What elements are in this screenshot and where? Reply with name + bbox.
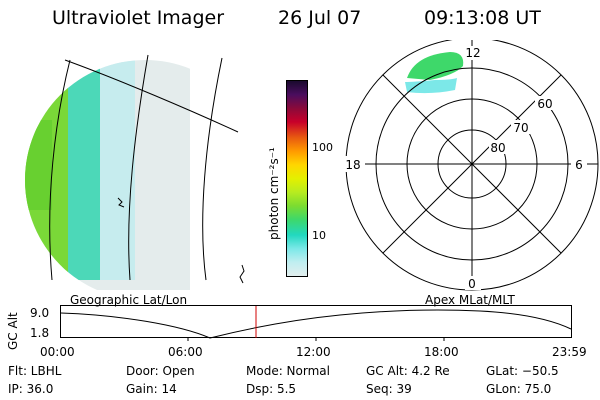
glat-status: GLat: −50.5 xyxy=(486,364,559,378)
ip-status: IP: 36.0 xyxy=(8,382,54,396)
mlt-label-6: 6 xyxy=(575,158,583,172)
altitude-timeline-plot xyxy=(60,305,572,341)
geographic-uv-image xyxy=(25,54,260,290)
date-label: 26 Jul 07 xyxy=(278,7,362,29)
door-status: Door: Open xyxy=(126,364,195,378)
time-tick-0600: 06:00 xyxy=(168,345,203,359)
mlat-label-70: 70 xyxy=(513,121,528,135)
mlat-label-60: 60 xyxy=(537,97,552,111)
gc-alt-status: GC Alt: 4.2 Re xyxy=(366,364,450,378)
filter-status: Flt: LBHL xyxy=(8,364,62,378)
colorbar xyxy=(286,80,308,277)
projection-label-geographic: Geographic Lat/Lon xyxy=(70,293,188,307)
seq-status: Seq: 39 xyxy=(366,382,412,396)
time-label: 09:13:08 UT xyxy=(424,7,541,29)
gain-status: Gain: 14 xyxy=(126,382,177,396)
projection-label-apex: Apex MLat/MLT xyxy=(425,293,515,307)
gc-alt-axis-label: GC Alt xyxy=(6,312,20,350)
colorbar-tick-10: 10 xyxy=(312,229,326,242)
glon-status: GLon: 75.0 xyxy=(486,382,552,396)
colorbar-unit-label: photon cm⁻²s⁻¹ xyxy=(267,147,281,240)
mlt-label-12: 12 xyxy=(465,46,480,60)
dsp-status: Dsp: 5.5 xyxy=(246,382,297,396)
polar-mlt-plot: 12 18 6 0 60 70 80 xyxy=(343,40,599,291)
app-title: Ultraviolet Imager xyxy=(52,7,225,29)
time-tick-1200: 12:00 xyxy=(296,345,331,359)
time-tick-2359: 23:59 xyxy=(552,345,587,359)
time-tick-1800: 18:00 xyxy=(424,345,459,359)
mlt-label-18: 18 xyxy=(345,158,360,172)
mlt-label-0: 0 xyxy=(468,277,476,291)
gc-alt-min-label: 1.8 xyxy=(30,326,50,340)
colorbar-tick-100: 100 xyxy=(312,141,333,154)
gc-alt-max-label: 9.0 xyxy=(30,306,50,320)
time-tick-0000: 00:00 xyxy=(40,345,75,359)
mlat-label-80: 80 xyxy=(490,141,505,155)
mode-status: Mode: Normal xyxy=(246,364,330,378)
